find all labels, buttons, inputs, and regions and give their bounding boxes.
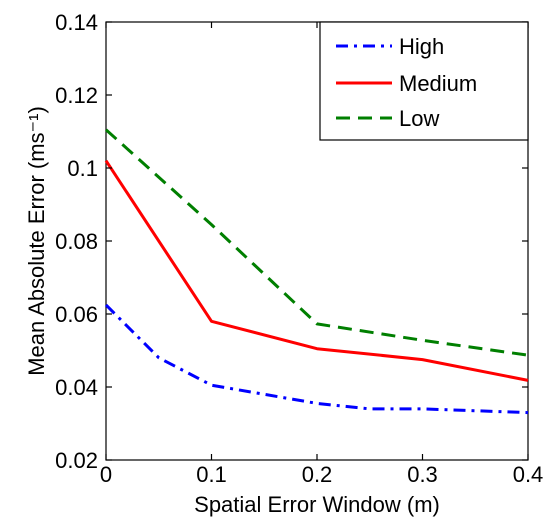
tick-layer: 0 0.1 0.2 0.3 0.4 0.02 0.04 0.06 0.08 0.1 0.12 0.14 — [55, 10, 543, 487]
y-tick-label: 0.04 — [55, 375, 98, 400]
y-tick-label: 0.08 — [55, 229, 98, 254]
x-tick-label: 0 — [100, 462, 112, 487]
x-tick-label: 0.1 — [196, 462, 227, 487]
y-tick-label: 0.02 — [55, 448, 98, 473]
y-axis-label: Mean Absolute Error (ms⁻¹) — [24, 106, 49, 376]
y-tick-label: 0.14 — [55, 10, 98, 35]
series-line-high — [104, 303, 529, 415]
series-line-medium — [104, 159, 529, 382]
x-tick-label: 0.4 — [513, 462, 544, 487]
legend-box — [319, 21, 529, 141]
x-tick-label: 0.2 — [302, 462, 333, 487]
legend-label-medium: Medium — [399, 71, 477, 96]
x-axis-label: Spatial Error Window (m) — [194, 492, 440, 517]
series-line-low — [104, 128, 529, 357]
y-tick-label: 0.1 — [67, 156, 98, 181]
x-tick-label: 0.3 — [407, 462, 438, 487]
y-tick-label: 0.06 — [55, 302, 98, 327]
legend: High Medium Low — [319, 21, 529, 141]
series-layer — [104, 128, 529, 415]
legend-label-high: High — [399, 34, 444, 59]
y-tick-label: 0.12 — [55, 83, 98, 108]
legend-label-low: Low — [399, 106, 439, 131]
